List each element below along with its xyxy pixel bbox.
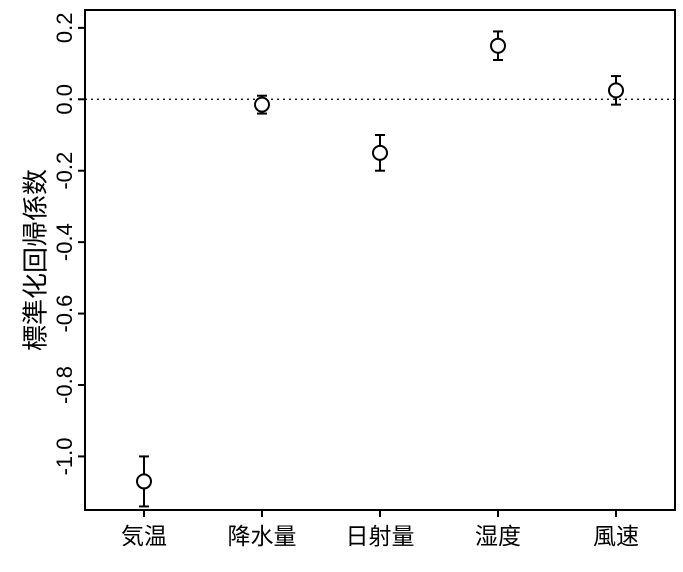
chart-svg: -1.0 -0.8 -0.6 -0.4 -0.2 0.0 0.2 気温 降水量 日射量 湿度 風速 [0, 0, 683, 572]
data-point [255, 98, 269, 112]
data-point [609, 83, 623, 97]
data-point [491, 39, 505, 53]
y-tick-label: 0.0 [52, 84, 77, 115]
data-point [373, 146, 387, 160]
y-tick-label: -0.6 [52, 295, 77, 333]
y-tick-label: -0.2 [52, 152, 77, 190]
x-tick-label: 湿度 [475, 523, 521, 549]
y-tick-label: -0.4 [52, 223, 77, 261]
y-axis-title: 標準化回帰係数 [16, 169, 53, 351]
regression-coef-chart: -1.0 -0.8 -0.6 -0.4 -0.2 0.0 0.2 気温 降水量 日射量 湿度 風速 標… [0, 0, 683, 572]
chart-background [0, 0, 683, 572]
y-tick-label: -1.0 [52, 437, 77, 475]
data-point [137, 474, 151, 488]
x-tick-label: 日射量 [346, 523, 415, 549]
y-tick-label: -0.8 [52, 366, 77, 404]
x-tick-label: 風速 [593, 523, 639, 549]
x-tick-label: 降水量 [228, 523, 297, 549]
y-tick-label: 0.2 [52, 13, 77, 44]
x-tick-label: 気温 [121, 523, 167, 549]
